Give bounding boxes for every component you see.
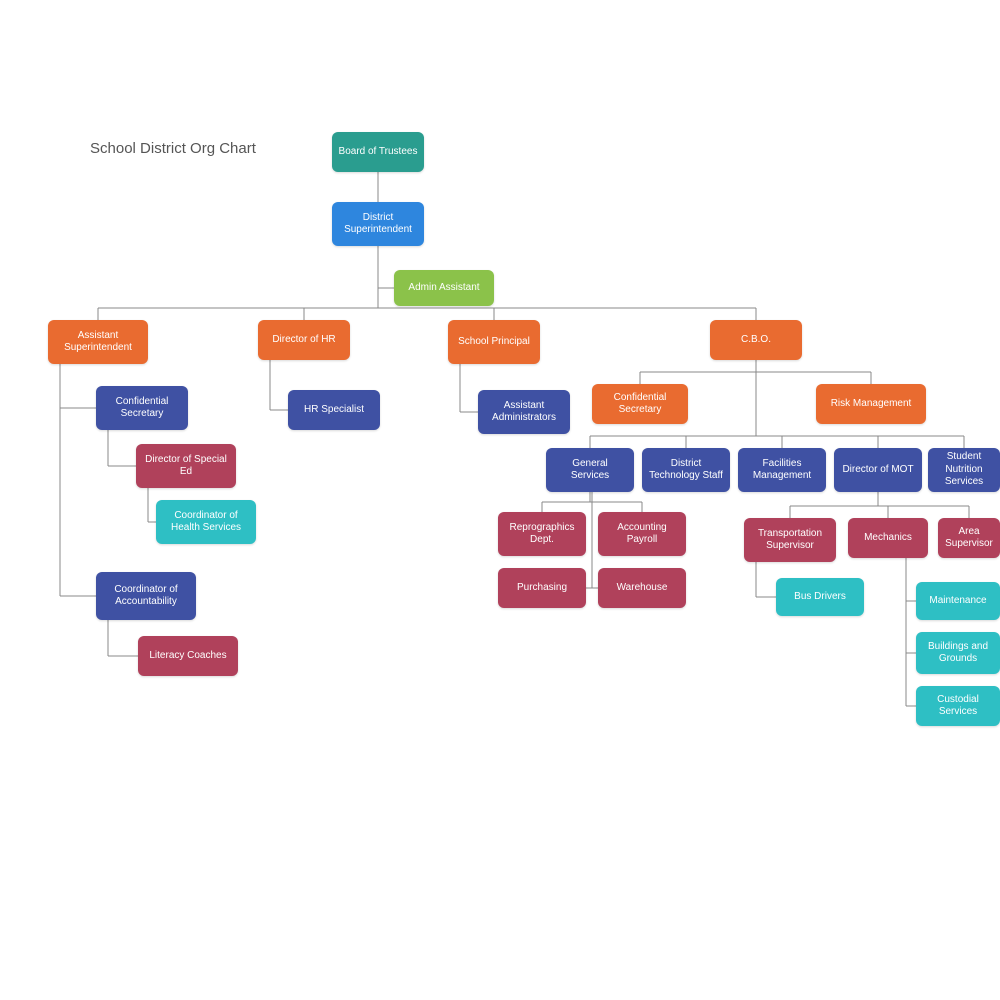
org-node-bus_drv: Bus Drivers <box>776 578 864 616</box>
chart-title: School District Org Chart <box>90 140 256 157</box>
org-node-area_sup: Area Supervisor <box>938 518 1000 558</box>
org-node-maint: Maintenance <box>916 582 1000 620</box>
org-node-label: Director of Special Ed <box>142 454 230 479</box>
org-node-label: Literacy Coaches <box>149 650 226 663</box>
org-node-label: Mechanics <box>864 532 912 545</box>
org-node-warehouse: Warehouse <box>598 568 686 608</box>
org-node-label: Coordinator of Accountability <box>102 584 190 609</box>
org-node-label: HR Specialist <box>304 404 364 417</box>
org-node-dist_tech: District Technology Staff <box>642 448 730 492</box>
org-node-conf_sec1: Confidential Secretary <box>96 386 188 430</box>
org-node-custodial: Custodial Services <box>916 686 1000 726</box>
org-node-label: Risk Management <box>831 398 912 411</box>
org-node-nutrition: Student Nutrition Services <box>928 448 1000 492</box>
org-node-superint: District Superintendent <box>332 202 424 246</box>
org-node-label: Facilities Management <box>744 458 820 483</box>
org-node-label: Accounting Payroll <box>604 522 680 547</box>
org-node-cbo: C.B.O. <box>710 320 802 360</box>
org-node-gen_serv: General Services <box>546 448 634 492</box>
org-node-label: Coordinator of Health Services <box>162 510 250 535</box>
org-node-hr_spec: HR Specialist <box>288 390 380 430</box>
org-node-label: Assistant Superintendent <box>54 330 142 355</box>
org-node-conf_sec2: Confidential Secretary <box>592 384 688 424</box>
org-node-trans_sup: Transportation Supervisor <box>744 518 836 562</box>
org-node-principal: School Principal <box>448 320 540 364</box>
org-node-label: Board of Trustees <box>339 146 418 159</box>
org-node-coord_acct: Coordinator of Accountability <box>96 572 196 620</box>
org-node-acct_pay: Accounting Payroll <box>598 512 686 556</box>
org-node-label: School Principal <box>458 336 530 349</box>
org-node-label: Confidential Secretary <box>598 392 682 417</box>
org-node-admin: Admin Assistant <box>394 270 494 306</box>
org-node-label: Buildings and Grounds <box>922 641 994 666</box>
org-node-label: Custodial Services <box>922 694 994 719</box>
org-node-label: Confidential Secretary <box>102 396 182 421</box>
org-node-facilities: Facilities Management <box>738 448 826 492</box>
org-node-risk_mgmt: Risk Management <box>816 384 926 424</box>
org-node-label: District Technology Staff <box>648 458 724 483</box>
org-node-label: Director of HR <box>272 334 335 347</box>
org-node-label: Admin Assistant <box>408 282 479 295</box>
org-node-label: Warehouse <box>617 582 668 595</box>
org-node-label: C.B.O. <box>741 334 771 347</box>
org-node-reprog: Reprographics Dept. <box>498 512 586 556</box>
org-node-label: Reprographics Dept. <box>504 522 580 547</box>
org-node-label: Assistant Administrators <box>484 400 564 425</box>
org-node-dir_spec_ed: Director of Special Ed <box>136 444 236 488</box>
org-node-label: Director of MOT <box>842 464 913 477</box>
org-node-label: Student Nutrition Services <box>934 451 994 489</box>
org-node-label: Maintenance <box>929 595 986 608</box>
org-node-mechanics: Mechanics <box>848 518 928 558</box>
org-node-asst_super: Assistant Superintendent <box>48 320 148 364</box>
org-node-bldg_grnd: Buildings and Grounds <box>916 632 1000 674</box>
org-node-label: Transportation Supervisor <box>750 528 830 553</box>
org-node-label: Area Supervisor <box>944 526 994 551</box>
org-node-board: Board of Trustees <box>332 132 424 172</box>
org-node-dir_hr: Director of HR <box>258 320 350 360</box>
org-node-label: District Superintendent <box>338 212 418 237</box>
org-node-asst_admin: Assistant Administrators <box>478 390 570 434</box>
org-node-label: Purchasing <box>517 582 567 595</box>
org-node-dir_mot: Director of MOT <box>834 448 922 492</box>
org-node-coord_health: Coordinator of Health Services <box>156 500 256 544</box>
org-node-lit_coach: Literacy Coaches <box>138 636 238 676</box>
org-node-purchasing: Purchasing <box>498 568 586 608</box>
org-node-label: General Services <box>552 458 628 483</box>
org-node-label: Bus Drivers <box>794 591 846 604</box>
